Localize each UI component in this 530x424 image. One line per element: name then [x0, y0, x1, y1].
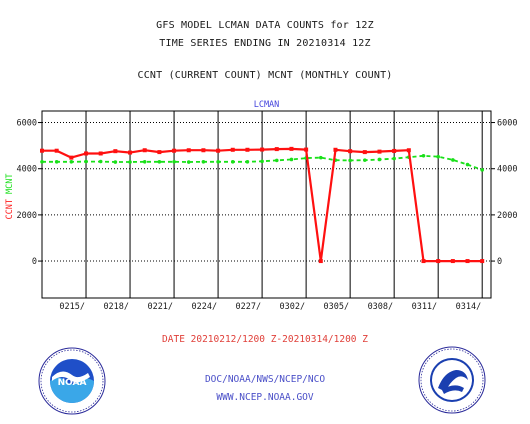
- data-point-mcnt: [186, 160, 191, 164]
- y-tick-label-right: 6000: [497, 119, 517, 129]
- y-axis-label-ccnt: CCNT: [5, 194, 15, 220]
- y-tick-label-right: 2000: [497, 211, 517, 221]
- data-point-mcnt: [157, 159, 162, 164]
- data-point-ccnt: [142, 148, 147, 153]
- data-point-mcnt: [451, 158, 455, 162]
- data-point-ccnt: [289, 146, 294, 151]
- data-point-ccnt: [274, 147, 279, 152]
- chart-header-line3: CCNT (CURRENT COUNT) MCNT (MONTHLY COUNT…: [137, 70, 393, 81]
- data-point-ccnt: [333, 147, 338, 152]
- data-point-mcnt: [113, 160, 118, 164]
- x-tick-label: 0311/: [412, 302, 438, 312]
- data-point-mcnt: [245, 159, 250, 164]
- data-point-ccnt: [304, 147, 309, 152]
- data-point-mcnt: [289, 157, 294, 162]
- data-point-ccnt: [421, 259, 426, 264]
- data-point-ccnt: [392, 148, 397, 153]
- data-point-ccnt: [113, 149, 118, 154]
- y-axis-label-mcnt: MCNT: [5, 173, 15, 193]
- data-point-ccnt: [172, 148, 177, 153]
- data-point-ccnt: [69, 155, 74, 160]
- data-point-ccnt: [40, 148, 44, 153]
- x-tick-label: 0218/: [103, 302, 129, 312]
- data-point-mcnt: [363, 158, 367, 162]
- nws-logo: [418, 346, 486, 418]
- data-point-ccnt: [362, 150, 367, 155]
- data-point-mcnt: [84, 159, 88, 164]
- data-point-ccnt: [260, 147, 265, 152]
- data-point-ccnt: [450, 259, 455, 264]
- website-link[interactable]: WWW.NCEP.NOAA.GOV: [216, 392, 314, 403]
- data-point-ccnt: [98, 151, 103, 156]
- data-point-mcnt: [40, 159, 44, 164]
- data-point-mcnt: [465, 162, 470, 167]
- y-tick-label-left: 0: [32, 257, 37, 267]
- data-point-ccnt: [157, 150, 162, 155]
- y-tick-label-left: 6000: [17, 119, 37, 129]
- data-point-ccnt: [128, 150, 133, 155]
- data-point-ccnt: [186, 148, 191, 153]
- data-point-ccnt: [230, 147, 235, 152]
- data-point-mcnt: [260, 159, 264, 164]
- data-point-ccnt: [245, 147, 250, 152]
- x-tick-label: 0308/: [368, 302, 394, 312]
- data-point-mcnt: [69, 159, 74, 164]
- data-point-ccnt: [406, 148, 411, 153]
- data-point-ccnt: [480, 259, 485, 264]
- data-point-mcnt: [98, 159, 103, 164]
- x-tick-label: 0215/: [59, 302, 85, 312]
- noaa-logo: NOAA: [38, 347, 106, 419]
- chart-title: LCMAN: [254, 100, 280, 110]
- data-point-mcnt: [318, 155, 323, 160]
- data-point-mcnt: [348, 158, 352, 163]
- data-point-ccnt: [201, 148, 206, 153]
- data-point-mcnt: [392, 156, 396, 161]
- x-tick-label: 0314/: [456, 302, 482, 312]
- y-tick-label-right: 4000: [497, 165, 517, 175]
- data-point-ccnt: [216, 148, 221, 153]
- plot-frame: [41, 110, 492, 299]
- data-point-mcnt: [201, 159, 206, 164]
- y-tick-label-right: 0: [497, 257, 502, 267]
- data-point-ccnt: [436, 259, 441, 264]
- data-point-mcnt: [421, 153, 426, 158]
- data-point-ccnt: [348, 149, 353, 154]
- data-point-ccnt: [377, 149, 382, 154]
- data-point-mcnt: [230, 159, 235, 164]
- data-point-mcnt: [274, 158, 279, 163]
- chart-header-line2: TIME SERIES ENDING IN 20210314 12Z: [159, 38, 371, 49]
- chart-header-line1: GFS MODEL LCMAN DATA COUNTS for 12Z: [156, 20, 374, 31]
- organization-label: DOC/NOAA/NWS/NCEP/NCO: [204, 374, 326, 385]
- data-point-mcnt: [172, 159, 176, 164]
- data-point-mcnt: [480, 168, 484, 172]
- x-tick-label: 0305/: [324, 302, 350, 312]
- data-point-ccnt: [318, 259, 323, 264]
- data-point-ccnt: [84, 151, 89, 156]
- noaa-logo-text: NOAA: [58, 378, 87, 388]
- data-point-mcnt: [128, 160, 132, 164]
- y-tick-label-left: 4000: [17, 165, 37, 175]
- data-point-mcnt: [216, 159, 220, 164]
- x-tick-label: 0224/: [191, 302, 217, 312]
- y-axis-label: CCNT MCNT: [5, 173, 15, 219]
- data-point-ccnt: [465, 259, 470, 264]
- data-point-mcnt: [54, 159, 59, 164]
- date-range-label: DATE 20210212/1200 Z-20210314/1200 Z: [162, 334, 368, 345]
- data-point-ccnt: [54, 148, 59, 153]
- x-tick-label: 0221/: [147, 302, 173, 312]
- data-point-mcnt: [142, 159, 147, 164]
- data-point-mcnt: [436, 154, 440, 159]
- x-tick-label: 0302/: [280, 302, 306, 312]
- y-tick-label-left: 2000: [17, 211, 37, 221]
- data-point-mcnt: [377, 157, 382, 162]
- x-tick-label: 0227/: [236, 302, 262, 312]
